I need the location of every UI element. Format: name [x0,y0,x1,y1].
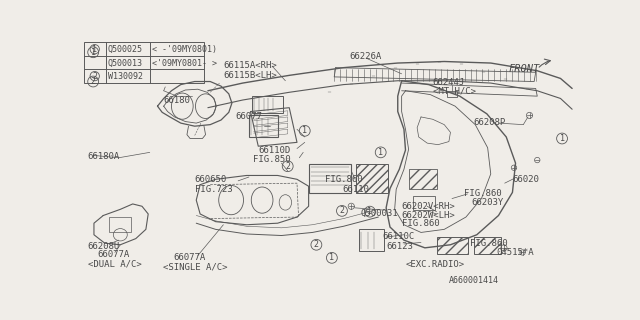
Text: FIG.860: FIG.860 [402,219,439,228]
Text: 1: 1 [302,126,307,135]
Bar [109,217,131,232]
Text: 66208U: 66208U [88,242,120,251]
Text: FIG.850: FIG.850 [253,156,291,164]
Bar [447,91,457,97]
Text: 66077A: 66077A [173,253,205,262]
Text: 66208P: 66208P [474,118,506,127]
Text: <SINGLE A/C>: <SINGLE A/C> [163,262,227,271]
Text: < -'09MY0801): < -'09MY0801) [152,45,217,54]
Text: 66244J: 66244J [433,78,465,87]
Bar [84,42,204,83]
Bar [249,116,278,137]
Bar [356,164,388,193]
Bar [252,96,283,113]
Text: 1: 1 [559,134,564,143]
Text: <EXC.RADIO>: <EXC.RADIO> [406,260,465,269]
Bar [410,169,436,188]
Text: 66123: 66123 [386,242,413,251]
Text: FIG.860: FIG.860 [470,239,508,248]
Text: 1: 1 [330,253,334,262]
Bar [308,164,351,193]
Text: 2: 2 [285,162,290,171]
Text: 1: 1 [91,48,95,57]
Bar [413,196,435,210]
Text: <MT H/C>: <MT H/C> [433,87,476,96]
Text: Q500025: Q500025 [108,45,143,54]
Text: FIG.723: FIG.723 [195,185,232,194]
Text: 66180: 66180 [164,96,191,105]
Text: 66077A: 66077A [97,250,129,259]
Text: <DUAL A/C>: <DUAL A/C> [88,260,141,268]
Text: 1: 1 [367,207,372,216]
Text: 2: 2 [91,77,95,86]
Text: 66202W<LH>: 66202W<LH> [402,211,456,220]
Text: 04515*A: 04515*A [496,248,534,257]
Text: 66115B<LH>: 66115B<LH> [223,71,277,80]
Text: 66110: 66110 [342,185,369,194]
Text: 66110C: 66110C [382,232,415,241]
Text: 66110D: 66110D [259,146,291,155]
Text: FIG.860: FIG.860 [325,175,362,184]
Text: 66203Y: 66203Y [472,198,504,207]
Bar [436,237,467,254]
Text: FRONT: FRONT [509,64,540,74]
Text: 1: 1 [378,148,383,157]
Text: W130092: W130092 [108,72,143,81]
Text: 66077: 66077 [235,112,262,121]
Text: 66226A: 66226A [349,52,382,61]
Text: 66180A: 66180A [88,152,120,161]
Bar [359,229,384,251]
Text: Q500013: Q500013 [108,59,143,68]
Text: 66202V<RH>: 66202V<RH> [402,203,456,212]
Text: 2: 2 [92,72,97,81]
Text: FIG.860: FIG.860 [465,189,502,198]
Text: A660001414: A660001414 [449,276,499,284]
Text: 66020: 66020 [513,175,540,184]
Text: Q500031: Q500031 [360,209,398,218]
Text: <'09MY0801- >: <'09MY0801- > [152,59,217,68]
Text: 2: 2 [314,240,319,249]
Text: 2: 2 [339,206,344,215]
Bar [474,237,501,254]
Text: 660650: 660650 [195,175,227,184]
Text: 66115A<RH>: 66115A<RH> [223,61,277,70]
Text: 1: 1 [92,45,97,54]
